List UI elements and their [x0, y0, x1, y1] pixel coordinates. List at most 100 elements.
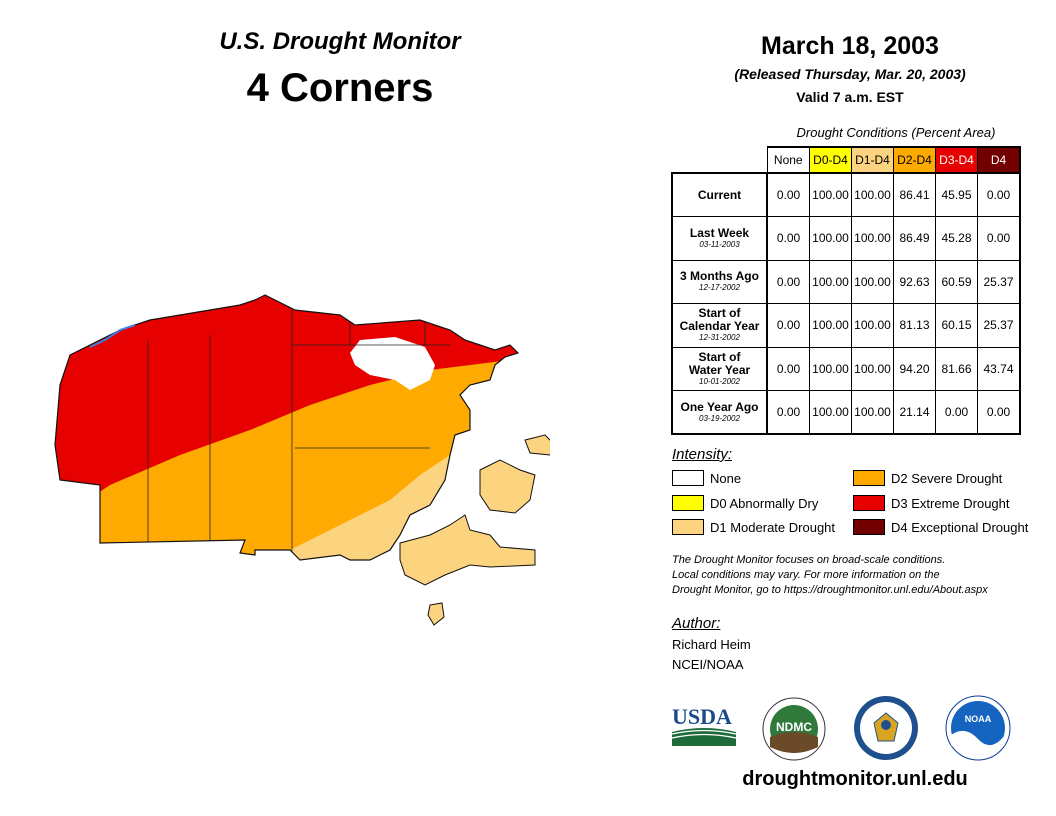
note-line: Drought Monitor, go to https://droughtmo…: [672, 584, 988, 596]
col-header-d1: D1-D4: [851, 146, 894, 174]
note-line: The Drought Monitor focuses on broad-sca…: [672, 554, 946, 566]
drought-main-area: [54, 294, 520, 561]
legend-label: None: [710, 470, 742, 486]
table-cell: 86.49: [893, 216, 936, 261]
table-cell: 43.74: [977, 346, 1021, 391]
legend-item-d4: D4 Exceptional Drought: [853, 519, 1028, 535]
table-caption: Drought Conditions (Percent Area): [796, 125, 996, 140]
row-date: 12-31-2002: [699, 333, 740, 343]
row-header: Current: [671, 172, 768, 217]
table-cell: 0.00: [766, 216, 810, 261]
table-cell: 94.20: [893, 346, 936, 391]
drought-map: [54, 294, 550, 626]
footer-url[interactable]: droughtmonitor.unl.edu: [742, 768, 968, 790]
table-cell: 0.00: [977, 172, 1021, 217]
table-cell: 0.00: [766, 390, 810, 435]
table-cell: 100.00: [851, 172, 894, 217]
row-label: Last Week: [689, 225, 750, 240]
legend-swatch: [672, 495, 704, 511]
d1-area-south: [399, 514, 536, 586]
noaa-logo-text: NOAA: [965, 714, 992, 724]
table-cell: 100.00: [851, 346, 894, 391]
legend-label: D4 Exceptional Drought: [891, 519, 1029, 535]
legend-label: D1 Moderate Drought: [710, 519, 836, 535]
table-cell: 60.59: [935, 259, 978, 304]
table-cell: 45.28: [935, 216, 978, 261]
disclaimer-note: The Drought Monitor focuses on broad-sca…: [672, 553, 1047, 598]
table-cell: 25.37: [977, 303, 1021, 348]
col-header-d2: D2-D4: [893, 146, 936, 174]
legend-swatch: [853, 519, 885, 535]
noaa-logo: NOAA: [945, 695, 1011, 761]
map-title: U.S. Drought Monitor: [219, 28, 461, 55]
row-header: Last Week 03-11-2003: [671, 216, 768, 261]
row-header: Start of Calendar Year 12-31-2002: [671, 303, 768, 348]
d2-zone: [55, 355, 518, 560]
author-name: Richard Heim: [672, 637, 751, 652]
table-cell: 60.15: [935, 303, 978, 348]
table-row: Start of Calendar Year 12-31-2002 0.00 100.0…: [671, 303, 1021, 348]
table-cell: 86.41: [893, 172, 936, 217]
row-date: 12-17-2002: [699, 283, 740, 293]
table-row: Start of Water Year 10-01-2002 0.00 100.00 10…: [671, 346, 1021, 391]
county-borders: [147, 310, 450, 560]
table-cell: 81.66: [935, 346, 978, 391]
table-cell: 100.00: [809, 303, 852, 348]
d1-island: [427, 602, 445, 626]
legend-label: D2 Severe Drought: [891, 470, 1003, 486]
no-drought-zone: [350, 337, 435, 390]
d1-area-east: [479, 459, 536, 514]
table-cell: 25.37: [977, 259, 1021, 304]
table-corner: [672, 147, 767, 174]
table-cell: 21.14: [893, 390, 936, 435]
col-header-d4: D4: [977, 146, 1021, 174]
table-cell: 0.00: [977, 216, 1021, 261]
table-cell: 100.00: [809, 259, 852, 304]
usda-logo: USDA: [671, 704, 737, 746]
legend-swatch: [672, 470, 704, 486]
table-cell: 0.00: [935, 390, 978, 435]
row-header: One Year Ago 03-19-2002: [671, 390, 768, 435]
map-date: March 18, 2003: [761, 32, 939, 60]
legend-item-d0: D0 Abnormally Dry: [672, 495, 818, 511]
row-label: Current: [697, 187, 742, 202]
author-heading: Author:: [672, 615, 721, 632]
row-header: Start of Water Year 10-01-2002: [671, 346, 768, 391]
legend-label: D3 Extreme Drought: [891, 495, 1010, 511]
table-cell: 100.00: [809, 172, 852, 217]
table-cell: 100.00: [851, 259, 894, 304]
col-header-d0: D0-D4: [809, 146, 852, 174]
legend-swatch: [672, 519, 704, 535]
row-label: One Year Ago: [680, 399, 759, 414]
col-header-d3: D3-D4: [935, 146, 978, 174]
d1-island-2: [524, 434, 550, 456]
row-label: 3 Months Ago: [680, 269, 759, 284]
legend-item-none: None: [672, 470, 741, 486]
legend-item-d3: D3 Extreme Drought: [853, 495, 1010, 511]
table-row: Last Week 03-11-2003 0.00 100.00 100.00 86.49…: [671, 216, 1021, 261]
table-cell: 81.13: [893, 303, 936, 348]
table-row: One Year Ago 03-19-2002 0.00 100.00 100.00 21…: [671, 390, 1021, 435]
ndmc-logo: NDMC: [762, 697, 826, 761]
region-title: 4 Corners: [246, 66, 434, 110]
legend-label: D0 Abnormally Dry: [710, 495, 819, 511]
table-cell: 100.00: [809, 390, 852, 435]
ndmc-logo-text: NDMC: [776, 720, 812, 734]
table-cell: 100.00: [851, 303, 894, 348]
note-line: Local conditions may vary. For more info…: [672, 569, 940, 581]
row-label: Start of Calendar Year: [679, 306, 760, 334]
row-date: 10-01-2002: [699, 376, 740, 386]
row-date: 03-11-2003: [699, 239, 740, 249]
table-cell: 45.95: [935, 172, 978, 217]
table-cell: 92.63: [893, 259, 936, 304]
table-row: 3 Months Ago 12-17-2002 0.00 100.00 100.00 92…: [671, 259, 1021, 304]
row-label: Start of Water Year: [688, 349, 751, 377]
river: [89, 324, 136, 348]
legend-swatch: [853, 495, 885, 511]
legend-title: Intensity:: [672, 446, 733, 463]
valid-time: Valid 7 a.m. EST: [796, 89, 904, 105]
table-cell: 0.00: [766, 259, 810, 304]
usda-logo-text: USDA: [672, 704, 732, 729]
row-date: 03-19-2002: [699, 413, 740, 423]
table-cell: 0.00: [766, 303, 810, 348]
